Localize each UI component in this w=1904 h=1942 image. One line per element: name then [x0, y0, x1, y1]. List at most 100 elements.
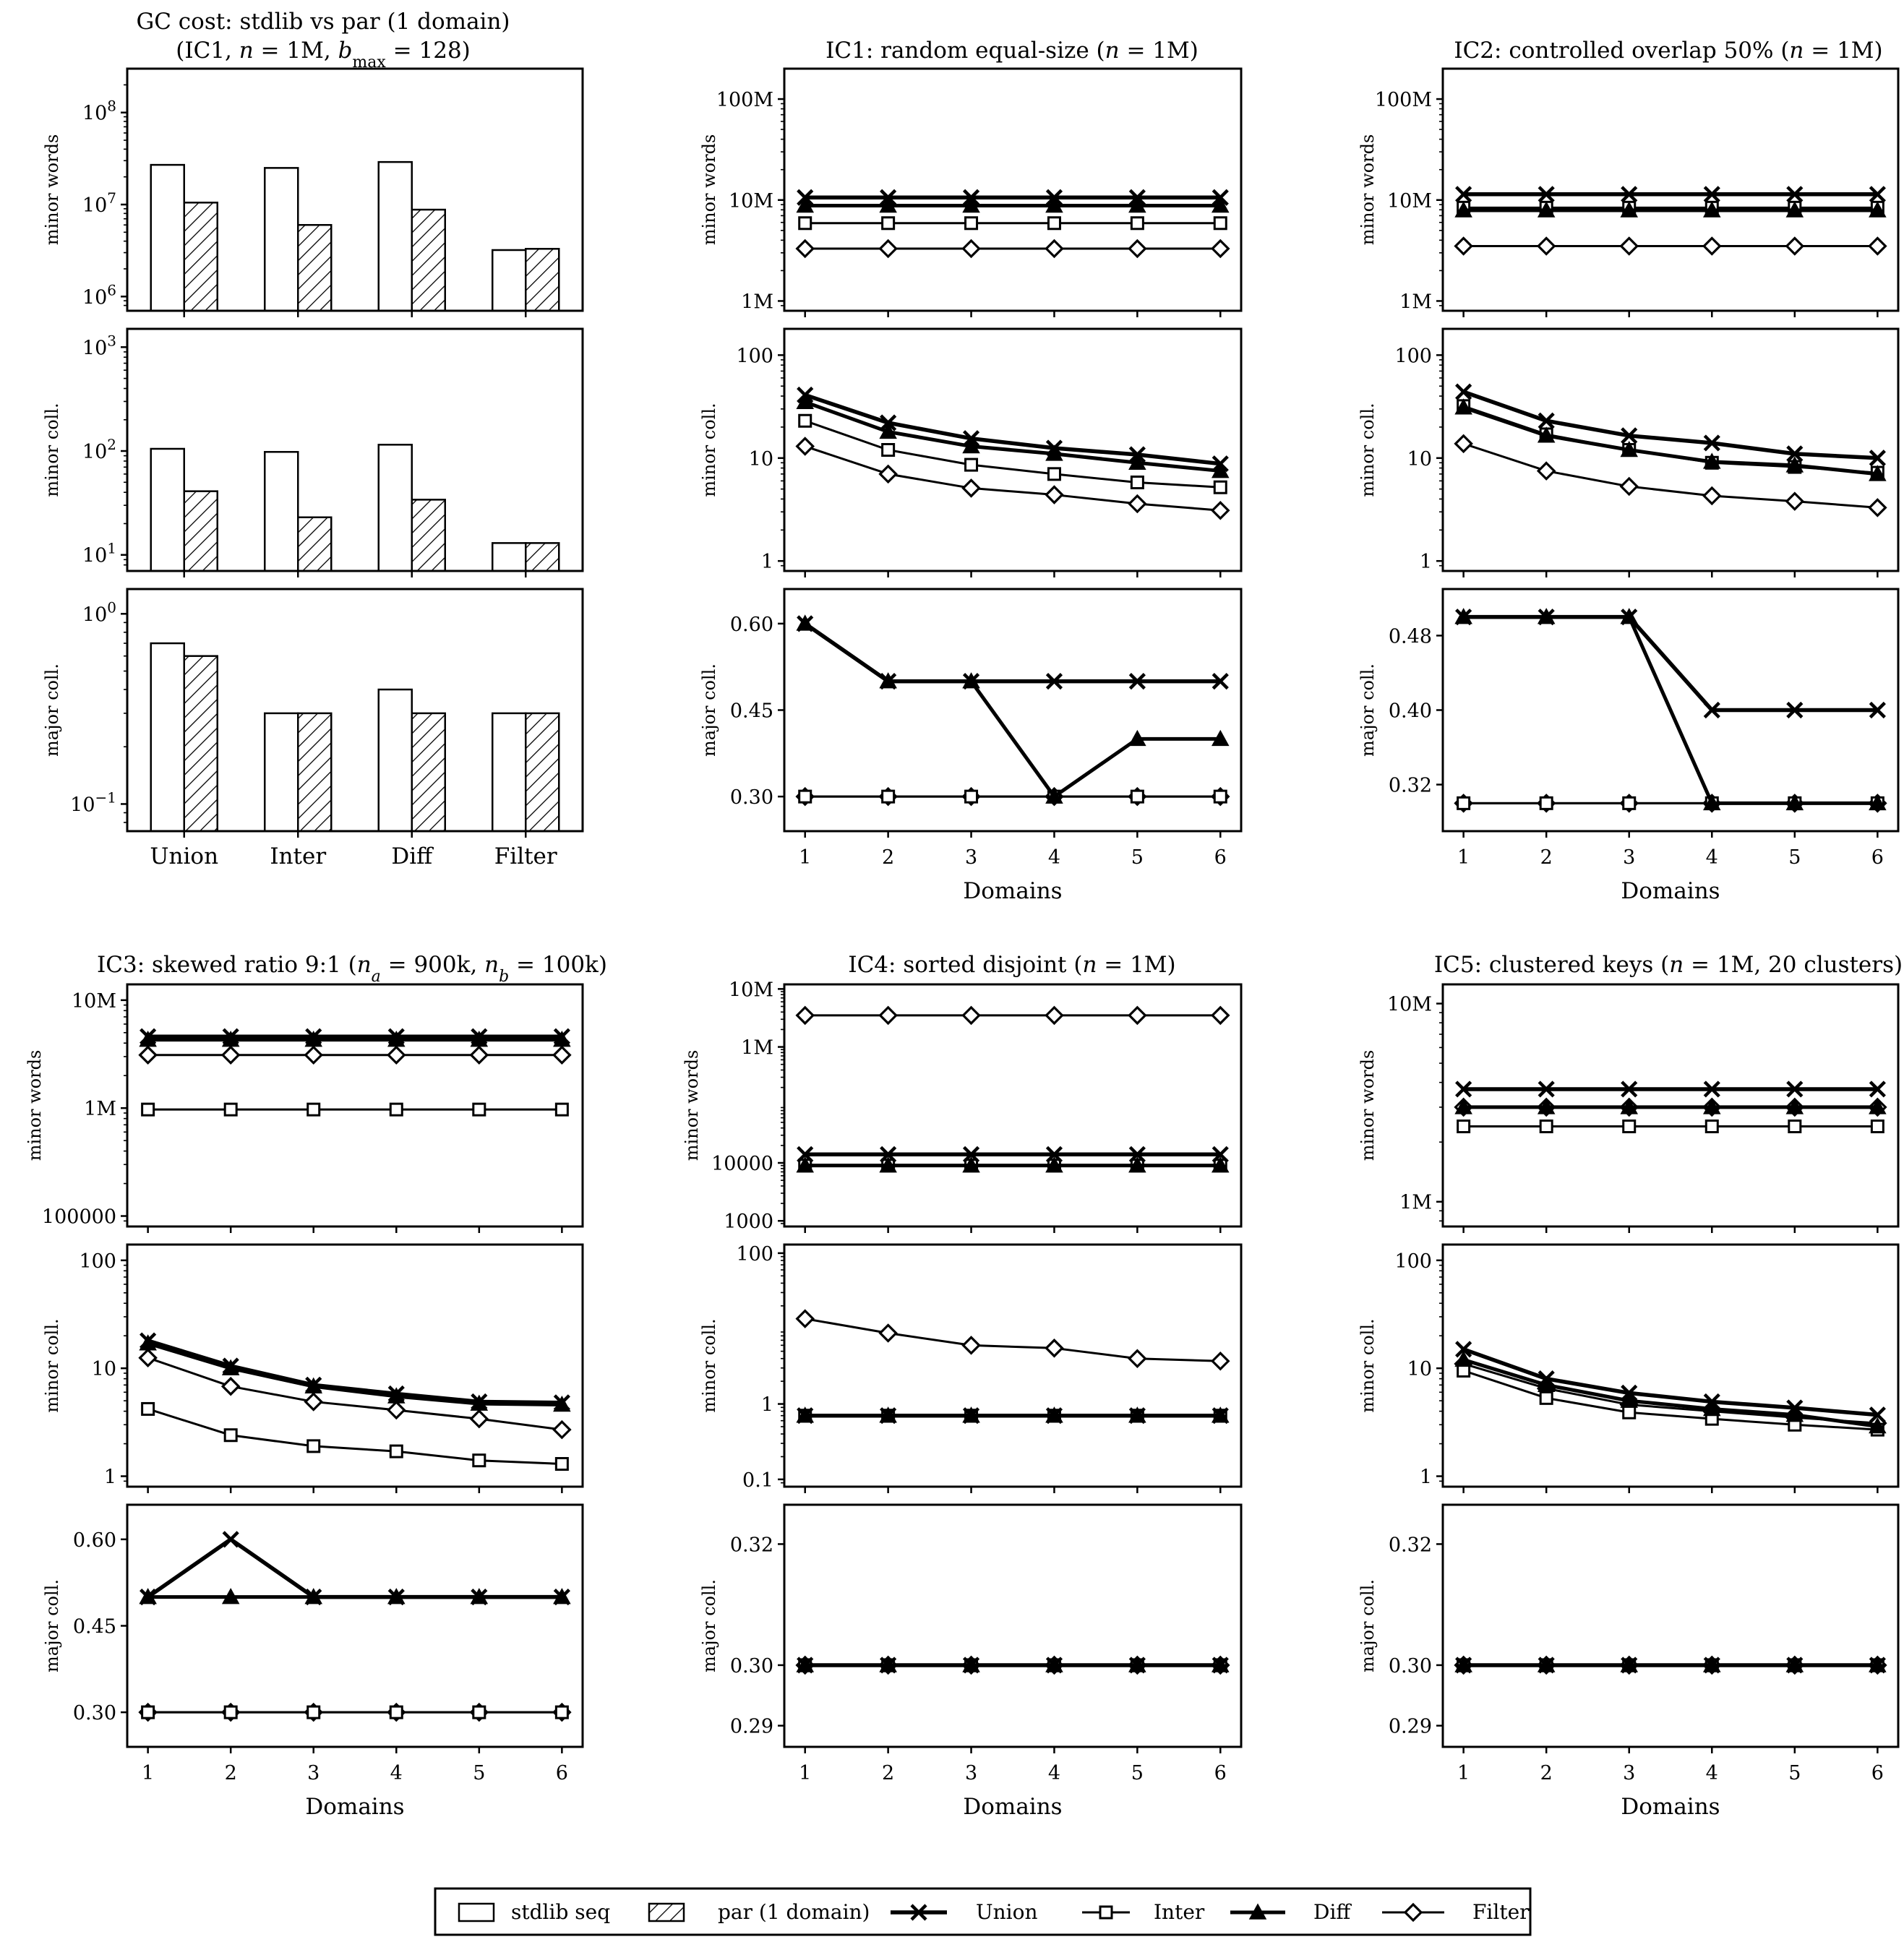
gc-major-coll-xtick-label: Diff [391, 843, 434, 869]
ic1-minor-coll-point-filter [1045, 485, 1064, 504]
ic4-minor-coll-point-filter [961, 1336, 981, 1355]
ic5-minor-coll-frame [1441, 1243, 1900, 1488]
ic4-minor-coll-point-union [962, 1407, 980, 1425]
ic2-minor-coll-point-filter [1868, 498, 1887, 517]
ic3-minor-words-point-filter [220, 1045, 241, 1065]
ic4-major-coll-xtick-label: 6 [1214, 1762, 1227, 1784]
gc-minor-coll-panel: 101 102 103 minor coll. [42, 327, 584, 577]
ic3-minor-coll-ytick-label: 10 [92, 1358, 116, 1380]
ic4-minor-words-point-union [962, 1146, 980, 1163]
ic3-minor-words-point-inter [306, 1102, 321, 1117]
gc-minor-coll-bar-par-diff [411, 499, 446, 572]
ic2-minor-coll-point-union [1786, 445, 1804, 463]
ic3-minor-coll-point-union [553, 1394, 570, 1412]
ic2-minor-coll-point-union [1869, 450, 1886, 467]
gc-major-coll-panel: 10−1 100 major coll. Union Inter Diff Filter [42, 588, 584, 869]
ic2-minor-coll-point-union [1538, 412, 1555, 429]
ic5-minor-words-point-diff [1703, 1098, 1721, 1114]
ic3-major-coll-xtick-label: 2 [225, 1762, 237, 1784]
ic3-major-coll-point-inter [554, 1705, 569, 1719]
ic5-minor-words-point-inter [1457, 1120, 1471, 1134]
ic5-minor-coll-point-diff [1703, 1399, 1721, 1417]
ic2-minor-coll-frame [1441, 327, 1900, 572]
ic4-minor-coll-frame [783, 1243, 1243, 1488]
ic1-minor-coll-point-inter [1130, 475, 1144, 489]
ic5-minor-coll-line-inter [1463, 1370, 1878, 1431]
ic1-minor-coll-point-inter [1213, 480, 1227, 494]
legend-union-icon [891, 1904, 947, 1921]
ic5-major-coll-point-union [1538, 1657, 1555, 1674]
ic5-minor-coll-point-union [1538, 1370, 1555, 1388]
ic1-minor-words-point-diff [962, 196, 980, 213]
ic1-major-coll-frame [783, 588, 1243, 833]
gc-minor-coll-ytick-label: 101 [82, 540, 116, 567]
gc-minor-words-frame [126, 67, 584, 312]
ic2-minor-words-frame [1441, 67, 1900, 312]
ic5-minor-words-ytick-label: 1M [1399, 1192, 1432, 1214]
legend: stdlib seq par (1 domain) Union Inter Di… [434, 1887, 1532, 1936]
ic2-minor-words-ytick-label: 10M [1387, 190, 1432, 212]
ic2-minor-coll-line-union [1462, 390, 1878, 460]
gc-major-coll-bar-stdlib-inter [264, 712, 299, 833]
ic2-major-coll-point-inter [1457, 796, 1471, 810]
ic1-major-coll-ylabel: major coll. [699, 663, 719, 757]
ic1-minor-coll-point-union [797, 386, 814, 404]
ic5-major-coll-point-union [1786, 1657, 1804, 1674]
ic5-minor-words-point-union [1621, 1080, 1638, 1098]
gc-major-coll-bar-par-filter [525, 712, 560, 833]
ic5-major-coll-xtick-label: 1 [1457, 1762, 1470, 1784]
ic5-minor-words-point-union [1703, 1080, 1720, 1098]
ic2-minor-words-point-diff [1785, 201, 1804, 218]
ic1-minor-words-panel: 1M 10M 100M minor words [699, 67, 1243, 317]
ic4-minor-words-point-union [1045, 1146, 1063, 1163]
ic5-minor-coll-ytick-label: 10 [1407, 1358, 1432, 1380]
gc-major-coll-ylabel: major coll. [42, 663, 62, 757]
ic1-minor-coll-point-union [1128, 446, 1146, 463]
ic4-minor-words-point-union [1128, 1146, 1146, 1163]
ic2-major-coll-point-union [1786, 701, 1804, 719]
ic2-minor-coll-ytick-label: 100 [1394, 345, 1432, 367]
ic2-minor-words-ytick-label: 100M [1375, 89, 1432, 111]
gc-major-coll-bar-par-union [183, 655, 218, 833]
ic1-minor-words-ytick-label: 100M [716, 89, 773, 111]
ic5-minor-words-point-inter [1622, 1120, 1637, 1134]
ic2-major-coll-point-union [1621, 609, 1638, 626]
ic1-minor-coll-point-filter [878, 464, 898, 484]
ic1-minor-words-ytick-label: 1M [741, 291, 773, 313]
ic4-minor-words-point-diff [1045, 1156, 1063, 1173]
ic1-minor-coll-point-diff [1212, 462, 1230, 478]
ic5-minor-words-frame [1441, 983, 1900, 1228]
ic1-major-coll-point-union [1045, 673, 1063, 690]
gc-minor-words-bar-par-inter [297, 223, 333, 312]
ic3-major-coll-point-union [387, 1589, 405, 1606]
ic2-major-coll-xtick-label: 1 [1457, 846, 1470, 869]
ic2-minor-words-point-filter [1454, 236, 1473, 256]
ic2-major-coll-point-inter [1539, 796, 1553, 810]
gc-minor-words-bar-stdlib-filter [492, 249, 527, 312]
ic5-major-coll-point-union [1621, 1657, 1638, 1674]
ic1-major-coll-line-diff [804, 622, 1221, 799]
ic4-minor-coll-point-filter [878, 1323, 898, 1343]
ic2-major-coll-point-diff [1785, 794, 1804, 811]
ic3-major-coll-frame [126, 1503, 584, 1748]
ic1-minor-coll-line-diff [804, 400, 1221, 473]
ic1-major-coll-point-inter [1213, 789, 1227, 804]
ic1-minor-words-point-filter [1045, 239, 1064, 259]
ic3-major-coll-ylabel: major coll. [42, 1579, 62, 1672]
ic1-minor-words-point-diff [1128, 196, 1146, 213]
ic2-minor-words-panel: 1M 10M 100M minor words [1358, 67, 1900, 317]
ic5-minor-words-point-union [1538, 1080, 1555, 1098]
ic4-minor-words-ytick-label: 10M [729, 979, 773, 1001]
ic1-minor-words-point-diff [879, 196, 897, 213]
ic5-major-coll-point-union [1455, 1657, 1472, 1674]
gc-minor-coll-ylabel: minor coll. [42, 403, 62, 497]
gc-minor-words-bar-stdlib-inter [264, 167, 299, 312]
ic3-major-coll-point-union [140, 1589, 157, 1606]
ic5-major-coll-frame [1441, 1503, 1900, 1748]
ic2-minor-words-point-filter [1868, 236, 1887, 256]
legend-frame [434, 1887, 1532, 1936]
ic3-minor-coll-point-filter [387, 1400, 406, 1420]
ic2-major-coll-panel: 0.32 0.40 0.48 major coll. 1 2 3 4 5 6 Domains [1358, 588, 1900, 904]
ic2-minor-coll-ytick-label: 1 [1420, 551, 1432, 573]
gc-minor-words-ytick-label: 108 [82, 98, 116, 125]
